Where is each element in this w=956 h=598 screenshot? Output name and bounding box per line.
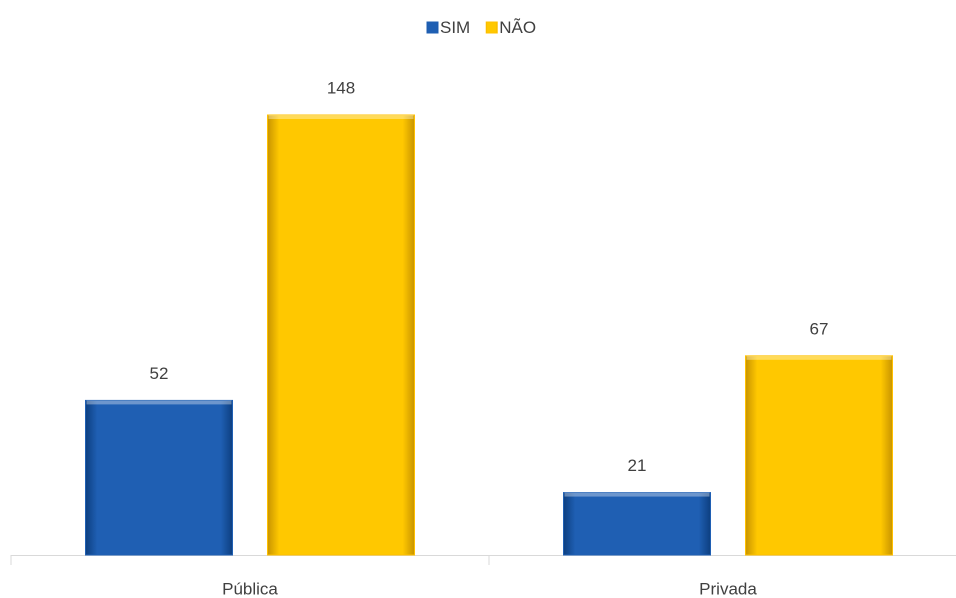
data-label: 148 [327,78,355,97]
bar [745,355,893,556]
bar [563,492,711,556]
legend-label: NÃO [499,18,536,37]
bar-bevel [86,400,232,405]
data-label: 67 [810,319,829,338]
data-label: 52 [150,364,169,383]
bar-bevel [564,492,710,497]
legend-swatch [485,21,498,34]
legend-swatch [426,21,439,34]
legend-label: SIM [440,18,470,37]
data-label: 21 [628,456,647,475]
bar-bevel [268,115,414,119]
bar [267,114,415,556]
bar-bevel [746,355,892,360]
x-tick-label: Pública [222,579,278,598]
x-tick-label: Privada [699,579,757,598]
bar [85,399,233,556]
